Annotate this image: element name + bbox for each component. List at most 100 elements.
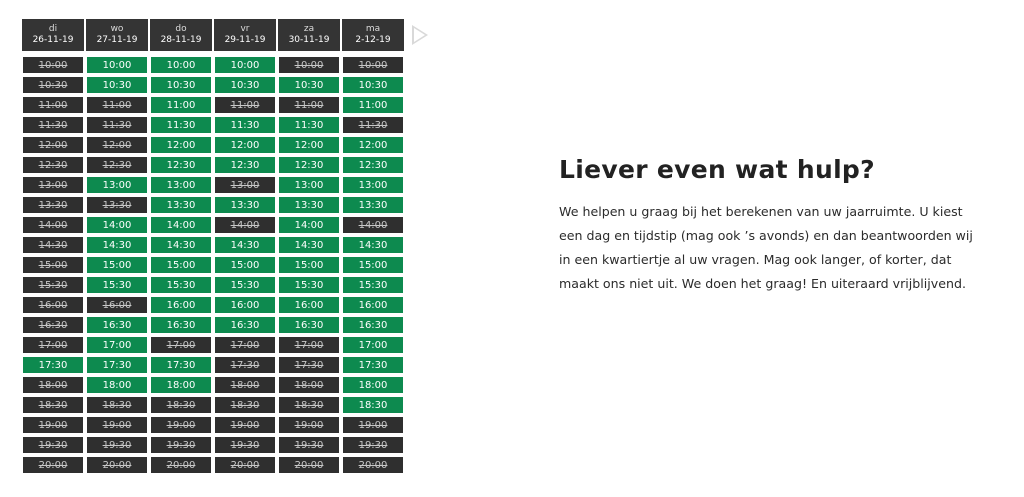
time-slot-available[interactable]: 17:30 [342, 356, 404, 374]
time-slot-available[interactable]: 12:30 [150, 156, 212, 174]
time-slot-available[interactable]: 15:30 [86, 276, 148, 294]
time-slot-available[interactable]: 12:30 [278, 156, 340, 174]
time-slot-unavailable: 19:00 [214, 416, 276, 434]
time-slot-available[interactable]: 16:30 [278, 316, 340, 334]
time-slot-available[interactable]: 15:30 [214, 276, 276, 294]
time-slot-available[interactable]: 16:00 [278, 296, 340, 314]
time-slot-available[interactable]: 18:30 [342, 396, 404, 414]
time-slot-available[interactable]: 12:00 [150, 136, 212, 154]
time-slot-unavailable: 18:30 [86, 396, 148, 414]
time-slot-unavailable: 19:00 [278, 416, 340, 434]
time-slot-available[interactable]: 11:30 [214, 116, 276, 134]
time-slot-available[interactable]: 13:00 [150, 176, 212, 194]
time-slot-unavailable: 17:00 [150, 336, 212, 354]
time-slot-available[interactable]: 10:30 [214, 76, 276, 94]
time-slot-row: 19:30 19:30 19:30 19:30 19:30 19:30 [22, 436, 440, 454]
time-slot-available[interactable]: 17:30 [150, 356, 212, 374]
time-slot-available[interactable]: 12:00 [342, 136, 404, 154]
time-slot-available[interactable]: 11:00 [342, 96, 404, 114]
time-slot-available[interactable]: 14:30 [150, 236, 212, 254]
time-slot-available[interactable]: 17:00 [86, 336, 148, 354]
time-slot-row: 16:00 16:00 16:00 16:00 16:00 16:00 [22, 296, 440, 314]
time-slot-available[interactable]: 10:00 [86, 56, 148, 74]
time-slot-available[interactable]: 13:30 [278, 196, 340, 214]
time-slot-available[interactable]: 16:30 [342, 316, 404, 334]
time-slot-available[interactable]: 15:30 [342, 276, 404, 294]
time-slot-available[interactable]: 17:30 [22, 356, 84, 374]
time-slot-available[interactable]: 12:30 [214, 156, 276, 174]
time-slot-available[interactable]: 15:00 [214, 256, 276, 274]
help-text: We helpen u graag bij het berekenen van … [559, 204, 973, 291]
time-slot-available[interactable]: 10:30 [278, 76, 340, 94]
time-slot-available[interactable]: 15:00 [342, 256, 404, 274]
day-header-row: di 26-11-19 wo 27-11-19 do 28-11-19 vr 29-11-19… [22, 19, 440, 51]
time-slot-unavailable: 18:30 [278, 396, 340, 414]
time-slot-available[interactable]: 17:00 [342, 336, 404, 354]
help-title: Liever even wat hulp? [559, 155, 875, 184]
time-slot-row: 13:30 13:30 13:30 13:30 13:30 13:30 [22, 196, 440, 214]
time-slot-unavailable: 20:00 [86, 456, 148, 474]
time-slot-available[interactable]: 12:00 [278, 136, 340, 154]
time-slot-available[interactable]: 14:30 [214, 236, 276, 254]
day-header[interactable]: wo 27-11-19 [86, 19, 148, 51]
time-slot-available[interactable]: 15:00 [150, 256, 212, 274]
time-slot-available[interactable]: 14:00 [150, 216, 212, 234]
time-slot-available[interactable]: 15:30 [278, 276, 340, 294]
time-slot-available[interactable]: 10:30 [150, 76, 212, 94]
day-header[interactable]: za 30-11-19 [278, 19, 340, 51]
time-slot-available[interactable]: 18:00 [150, 376, 212, 394]
day-name: za [303, 24, 315, 34]
time-slot-unavailable: 19:30 [150, 436, 212, 454]
time-slot-available[interactable]: 14:30 [342, 236, 404, 254]
time-slot-unavailable: 13:30 [22, 196, 84, 214]
chevron-right-icon[interactable] [412, 25, 428, 45]
time-slot-available[interactable]: 10:00 [214, 56, 276, 74]
time-slot-available[interactable]: 16:30 [86, 316, 148, 334]
day-header[interactable]: ma 2-12-19 [342, 19, 404, 51]
time-slot-available[interactable]: 16:00 [214, 296, 276, 314]
time-slot-available[interactable]: 10:30 [86, 76, 148, 94]
time-slot-available[interactable]: 11:30 [278, 116, 340, 134]
time-slot-available[interactable]: 18:00 [342, 376, 404, 394]
time-slot-row: 12:30 12:30 12:30 12:30 12:30 12:30 [22, 156, 440, 174]
time-slot-available[interactable]: 15:00 [86, 256, 148, 274]
time-slot-available[interactable]: 18:00 [86, 376, 148, 394]
time-slot-available[interactable]: 14:00 [86, 216, 148, 234]
day-header[interactable]: di 26-11-19 [22, 19, 84, 51]
day-date: 2-12-19 [355, 35, 391, 45]
time-slot-available[interactable]: 14:30 [278, 236, 340, 254]
time-slot-available[interactable]: 13:00 [86, 176, 148, 194]
time-slot-available[interactable]: 12:00 [214, 136, 276, 154]
day-header[interactable]: do 28-11-19 [150, 19, 212, 51]
time-slot-unavailable: 12:00 [86, 136, 148, 154]
time-slot-available[interactable]: 12:30 [342, 156, 404, 174]
time-slot-available[interactable]: 15:00 [278, 256, 340, 274]
time-slot-unavailable: 11:30 [342, 116, 404, 134]
time-slot-available[interactable]: 13:30 [150, 196, 212, 214]
time-slot-available[interactable]: 10:30 [342, 76, 404, 94]
time-slot-available[interactable]: 14:30 [86, 236, 148, 254]
time-slot-available[interactable]: 16:00 [342, 296, 404, 314]
time-slot-row: 16:30 16:30 16:30 16:30 16:30 16:30 [22, 316, 440, 334]
time-slot-available[interactable]: 16:30 [214, 316, 276, 334]
day-name: ma [365, 24, 381, 34]
time-slot-available[interactable]: 11:30 [150, 116, 212, 134]
day-header[interactable]: vr 29-11-19 [214, 19, 276, 51]
time-slot-row: 20:00 20:00 20:00 20:00 20:00 20:00 [22, 456, 440, 474]
time-slot-available[interactable]: 16:00 [150, 296, 212, 314]
time-slot-unavailable: 19:00 [22, 416, 84, 434]
time-slot-unavailable: 19:30 [214, 436, 276, 454]
day-name: vr [240, 24, 250, 34]
time-slot-available[interactable]: 13:30 [214, 196, 276, 214]
time-slot-available[interactable]: 13:30 [342, 196, 404, 214]
time-slot-available[interactable]: 14:00 [278, 216, 340, 234]
time-slot-available[interactable]: 13:00 [278, 176, 340, 194]
time-slot-available[interactable]: 11:00 [150, 96, 212, 114]
time-slot-available[interactable]: 16:30 [150, 316, 212, 334]
time-slot-available[interactable]: 13:00 [342, 176, 404, 194]
time-slot-available[interactable]: 10:00 [150, 56, 212, 74]
day-date: 28-11-19 [160, 35, 202, 45]
time-slot-unavailable: 20:00 [342, 456, 404, 474]
time-slot-available[interactable]: 15:30 [150, 276, 212, 294]
time-slot-available[interactable]: 17:30 [86, 356, 148, 374]
